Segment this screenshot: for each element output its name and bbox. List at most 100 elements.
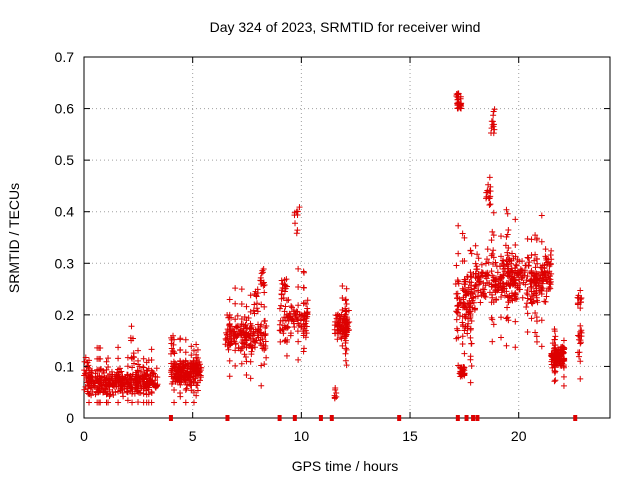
data-point <box>475 287 482 294</box>
data-point <box>512 344 519 351</box>
data-point <box>500 283 507 290</box>
data-point <box>552 368 559 375</box>
x-axis-label: GPS time / hours <box>292 458 399 474</box>
data-point <box>538 269 545 276</box>
data-point <box>226 311 233 318</box>
data-point <box>278 302 285 309</box>
data-point <box>290 317 297 324</box>
data-point <box>106 376 113 383</box>
data-point <box>153 365 160 372</box>
data-point <box>86 357 93 364</box>
data-point <box>248 342 255 349</box>
data-point <box>119 382 126 389</box>
data-point <box>124 354 131 361</box>
data-point <box>294 208 301 215</box>
data-point <box>234 312 241 319</box>
data-point <box>257 274 264 281</box>
data-point <box>140 390 147 397</box>
axis-marker <box>573 415 578 421</box>
data-point <box>538 264 545 271</box>
data-point <box>177 357 184 364</box>
data-point <box>300 348 307 355</box>
data-point <box>459 258 466 265</box>
data-point <box>551 369 558 376</box>
data-point <box>241 334 248 341</box>
data-point <box>145 365 152 372</box>
data-point <box>343 301 350 308</box>
data-point <box>484 269 491 276</box>
data-point <box>332 312 339 319</box>
data-point <box>82 354 89 361</box>
data-point <box>455 334 462 341</box>
y-tick-label: 0.7 <box>55 49 75 65</box>
data-point <box>300 284 307 291</box>
data-point <box>498 233 505 240</box>
data-point <box>331 395 338 402</box>
data-point <box>505 269 512 276</box>
data-point <box>190 368 197 375</box>
data-point <box>514 256 521 263</box>
data-point <box>177 368 184 375</box>
data-point <box>94 399 101 406</box>
data-point <box>86 374 93 381</box>
data-point <box>238 321 245 328</box>
data-point <box>226 357 233 364</box>
data-point <box>542 274 549 281</box>
data-point <box>145 391 152 398</box>
data-point <box>261 332 268 339</box>
data-point <box>248 348 255 355</box>
data-point <box>542 298 549 305</box>
data-point <box>488 268 495 275</box>
data-point <box>467 291 474 298</box>
data-point <box>533 338 540 345</box>
data-point <box>171 362 178 369</box>
data-point <box>232 285 239 292</box>
data-point <box>188 352 195 359</box>
data-point <box>226 296 233 303</box>
data-point <box>461 234 468 241</box>
data-point <box>463 289 470 296</box>
data-point <box>194 379 201 386</box>
data-point <box>533 275 540 282</box>
data-point <box>343 285 350 292</box>
data-point <box>233 334 240 341</box>
data-point <box>129 355 136 362</box>
data-point <box>532 271 539 278</box>
data-point <box>474 251 481 258</box>
data-point <box>509 274 516 281</box>
data-point <box>115 366 122 373</box>
data-point <box>532 264 539 271</box>
data-point <box>551 336 558 343</box>
data-point <box>253 300 260 307</box>
data-point <box>170 332 177 339</box>
data-point <box>528 299 535 306</box>
data-point <box>278 295 285 302</box>
data-point <box>578 327 585 334</box>
data-point <box>339 318 346 325</box>
data-point <box>478 269 485 276</box>
data-point <box>472 282 479 289</box>
data-point <box>533 287 540 294</box>
data-point <box>343 362 350 369</box>
data-point <box>261 346 268 353</box>
data-point <box>96 372 103 379</box>
data-point <box>106 386 113 393</box>
data-point <box>291 323 298 330</box>
data-point <box>300 268 307 275</box>
data-point <box>177 336 184 343</box>
data-point <box>251 301 258 308</box>
data-point <box>539 280 546 287</box>
data-point <box>171 399 178 406</box>
data-point <box>560 355 567 362</box>
data-point <box>258 331 265 338</box>
data-point <box>460 303 467 310</box>
data-point <box>525 255 532 262</box>
data-point <box>552 359 559 366</box>
data-point <box>103 391 110 398</box>
data-point <box>226 373 233 380</box>
data-point <box>182 349 189 356</box>
data-point <box>466 303 473 310</box>
data-point <box>548 358 555 365</box>
data-point <box>528 315 535 322</box>
